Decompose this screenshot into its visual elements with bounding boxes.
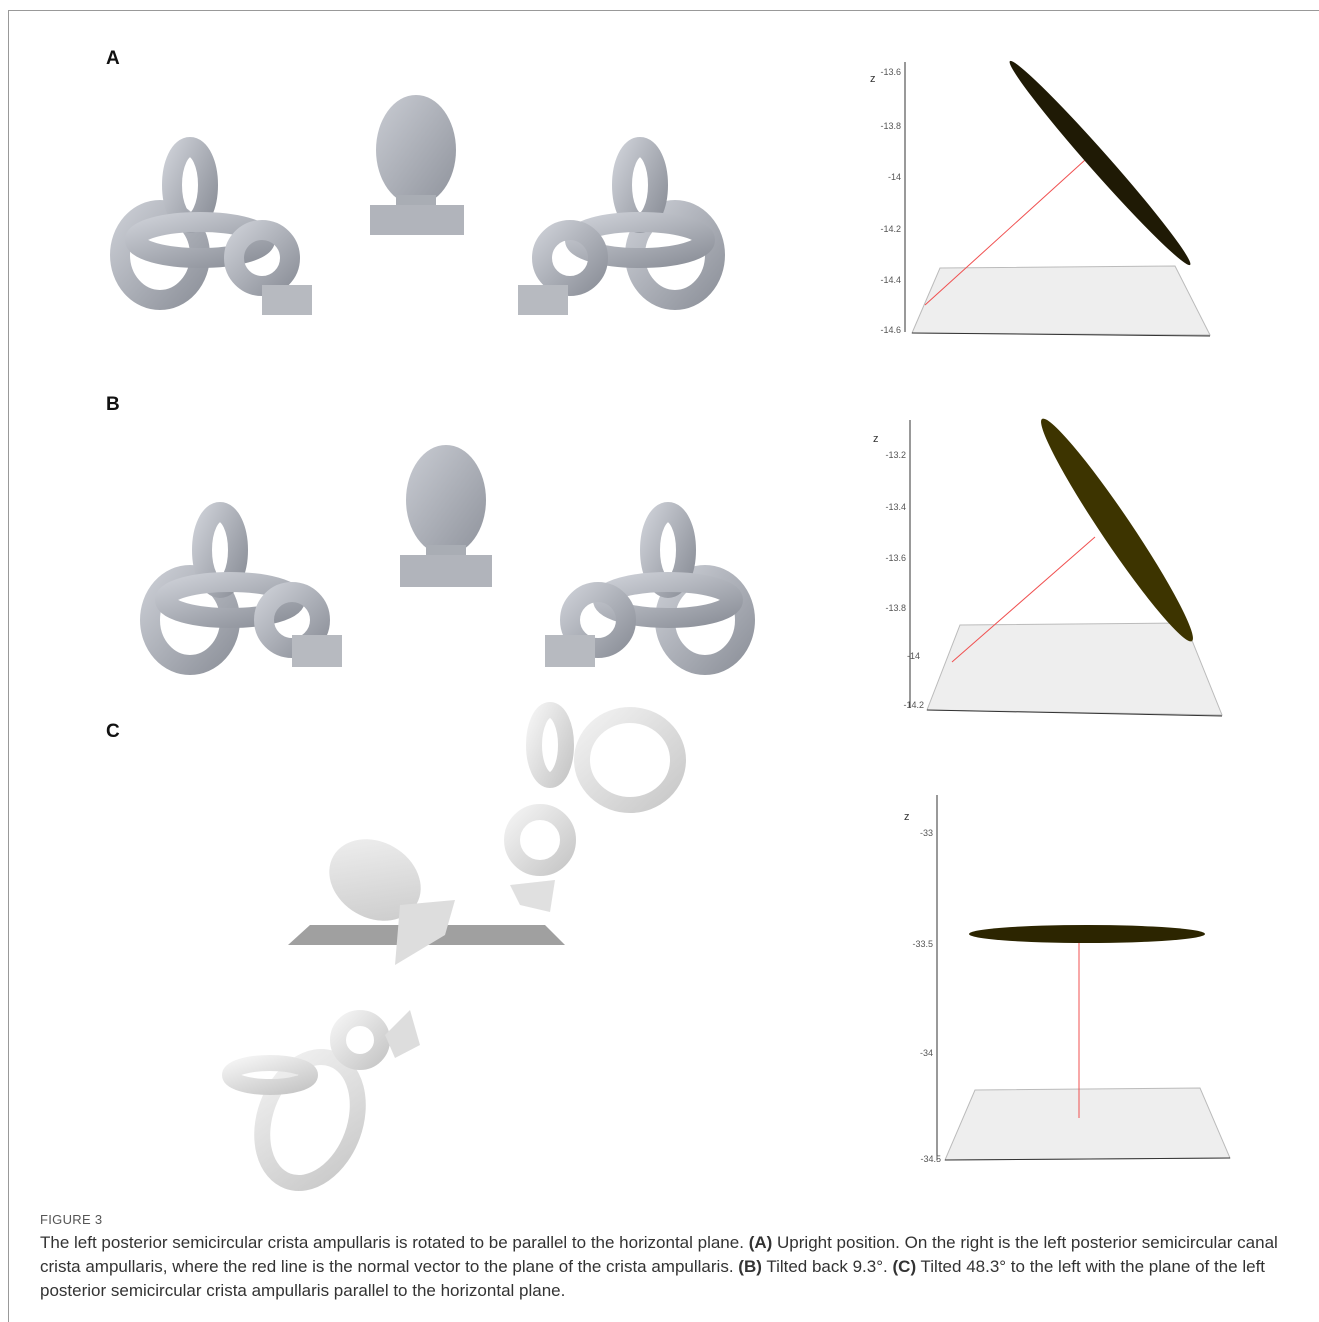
tick-label: -13.6 — [885, 553, 906, 563]
head — [370, 95, 464, 235]
tick-label: -14 — [888, 172, 901, 182]
inner-ear-left — [120, 147, 312, 315]
tick-label: -13.8 — [880, 121, 901, 131]
caption-text: Tilted back 9.3°. — [766, 1257, 887, 1276]
tilted-scene — [230, 710, 678, 1196]
inner-ear-right — [518, 147, 715, 315]
tick-label: -14.2 — [903, 700, 924, 710]
tick-label: -13.6 — [880, 67, 901, 77]
page: {"figure": { "panels": ["A", "B", "C"], … — [0, 0, 1319, 1322]
figure-art: A B C — [0, 0, 1319, 1322]
caption-text: The left posterior semicircular crista a… — [40, 1233, 744, 1252]
tick-label: -13.2 — [885, 450, 906, 460]
plot-3d: z -33 -33.5 -34 -34.5 — [904, 795, 1230, 1164]
tick-label: -14.6 — [880, 325, 901, 335]
axis-label: z — [870, 73, 876, 85]
tick-label: -14 — [907, 651, 920, 661]
tick-label: -13.8 — [885, 603, 906, 613]
head — [400, 445, 492, 587]
panel-label: C — [106, 721, 120, 742]
tick-label: -33.5 — [912, 939, 933, 949]
axis-label: z — [904, 811, 910, 823]
caption-ref: (B) — [738, 1257, 762, 1276]
tick-label: -34.5 — [920, 1154, 941, 1164]
tick-label: -13.4 — [885, 502, 906, 512]
plot-3d: z -13.6 -13.8 -14 -14.2 -14.4 -14.6 — [870, 55, 1210, 336]
plot-3d: z -13.2 -13.4 -13.6 -13.8 -14 -14.2 — [873, 411, 1222, 716]
caption-ref: (C) — [893, 1257, 917, 1276]
tick-label: -34 — [920, 1048, 933, 1058]
panel-label: B — [106, 394, 120, 415]
tick-label: -14.2 — [880, 224, 901, 234]
figure-caption: The left posterior semicircular crista a… — [40, 1231, 1302, 1303]
axis-label: z — [873, 433, 879, 445]
inner-ear-left — [150, 512, 342, 667]
inner-ear-right — [545, 512, 745, 667]
tick-label: -14.4 — [880, 275, 901, 285]
panel-label: A — [106, 48, 120, 69]
caption-ref: (A) — [749, 1233, 773, 1252]
tick-label: -33 — [920, 828, 933, 838]
figure-label: FIGURE 3 — [40, 1212, 102, 1227]
